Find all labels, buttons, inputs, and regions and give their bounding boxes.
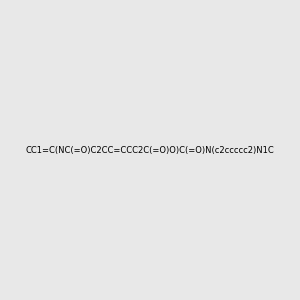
Text: CC1=C(NC(=O)C2CC=CCC2C(=O)O)C(=O)N(c2ccccc2)N1C: CC1=C(NC(=O)C2CC=CCC2C(=O)O)C(=O)N(c2ccc… [26,146,275,154]
